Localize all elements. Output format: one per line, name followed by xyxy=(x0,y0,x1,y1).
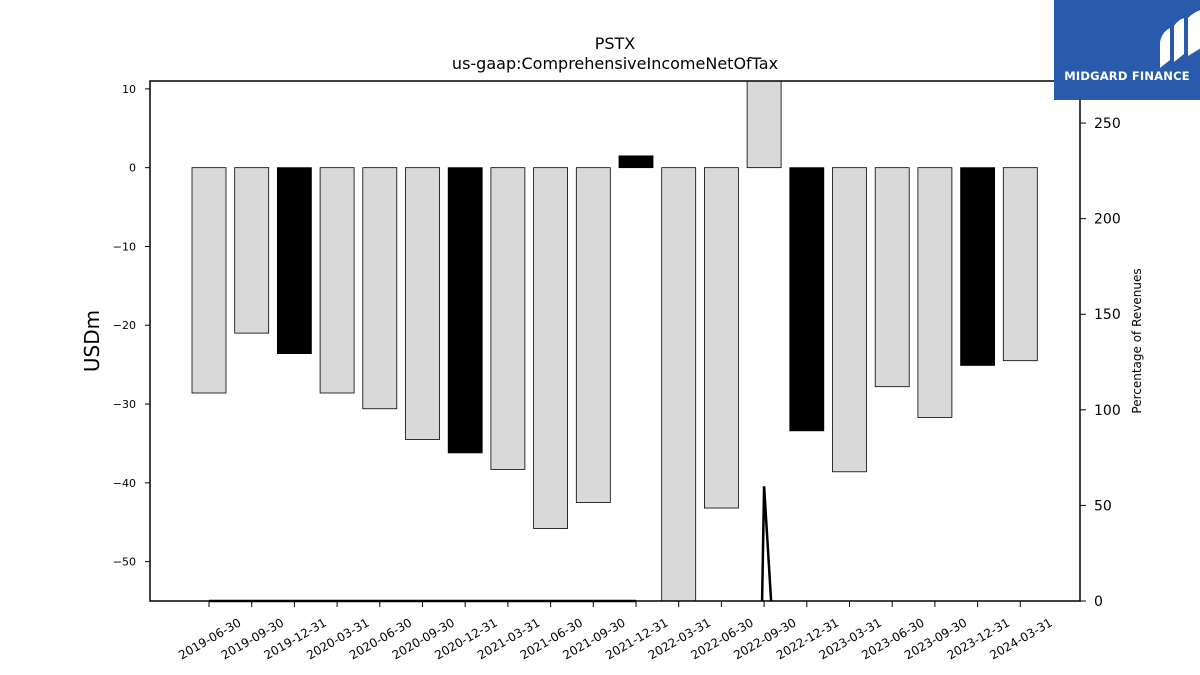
bar-2024-03-31 xyxy=(1002,167,1038,362)
bar-2019-06-30 xyxy=(191,167,227,394)
bar-2023-06-30 xyxy=(874,167,910,388)
bar-2023-03-31 xyxy=(832,167,867,473)
y-tick-label: −10 xyxy=(113,240,136,253)
bar-2019-12-31 xyxy=(276,167,312,355)
bar-2022-12-31 xyxy=(789,167,825,432)
y-axis-right-label: Percentage of Revenues xyxy=(1130,268,1144,413)
y-right-tick-label: 200 xyxy=(1094,212,1121,228)
bar-2020-03-31 xyxy=(319,167,355,394)
bar-2022-03-31 xyxy=(661,167,697,602)
chart-title: PSTX xyxy=(595,34,636,53)
logo-mark-icon xyxy=(1160,10,1200,68)
bar-2021-06-30 xyxy=(533,167,568,529)
midgard-finance-logo: MIDGARD FINANCE xyxy=(1054,0,1200,100)
y-right-tick-label: 50 xyxy=(1094,498,1112,514)
bar-2020-12-31 xyxy=(447,167,483,454)
bar-2023-09-30 xyxy=(917,167,953,418)
bar-2021-12-31 xyxy=(618,155,654,169)
y-tick-label: −40 xyxy=(113,477,136,490)
logo-text: MIDGARD FINANCE xyxy=(1064,69,1190,83)
bar-2020-09-30 xyxy=(405,167,440,440)
bar-2023-12-31 xyxy=(960,167,995,366)
y-right-tick-label: 0 xyxy=(1094,594,1103,610)
y-right-tick-label: 250 xyxy=(1094,116,1121,132)
bar-2021-03-31 xyxy=(490,167,526,470)
y-right-tick-label: 100 xyxy=(1094,403,1121,419)
y-tick-label: 0 xyxy=(129,162,136,175)
y-tick-label: −20 xyxy=(113,319,136,332)
bar-2022-09-30 xyxy=(746,80,782,169)
percentage-line-segment xyxy=(760,486,773,602)
bar-2022-06-30 xyxy=(704,167,739,509)
bar-2020-06-30 xyxy=(362,167,398,410)
chart-subtitle: us-gaap:ComprehensiveIncomeNetOfTax xyxy=(452,54,778,73)
y-right-tick-label: 150 xyxy=(1094,307,1121,323)
bar-2019-09-30 xyxy=(234,167,270,334)
bar-2021-09-30 xyxy=(575,167,611,503)
y-axis-label: USDm xyxy=(80,310,104,372)
y-tick-label: 10 xyxy=(122,83,136,96)
plot-frame xyxy=(149,80,1081,602)
y-tick-label: −30 xyxy=(113,398,136,411)
y-tick-label: −50 xyxy=(113,556,136,569)
